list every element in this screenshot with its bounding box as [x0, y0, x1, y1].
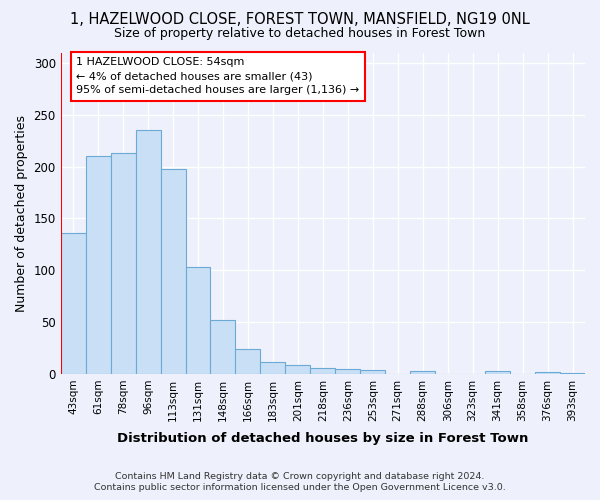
- Bar: [360, 370, 385, 374]
- Bar: [485, 371, 510, 374]
- Bar: [86, 156, 110, 374]
- Bar: [61, 233, 86, 374]
- Bar: [310, 368, 335, 374]
- Bar: [535, 372, 560, 374]
- Bar: [161, 168, 185, 374]
- Bar: [235, 349, 260, 374]
- Bar: [410, 371, 435, 374]
- Bar: [286, 364, 310, 374]
- Text: 1, HAZELWOOD CLOSE, FOREST TOWN, MANSFIELD, NG19 0NL: 1, HAZELWOOD CLOSE, FOREST TOWN, MANSFIE…: [70, 12, 530, 28]
- Text: 1 HAZELWOOD CLOSE: 54sqm
← 4% of detached houses are smaller (43)
95% of semi-de: 1 HAZELWOOD CLOSE: 54sqm ← 4% of detache…: [76, 58, 359, 96]
- Bar: [335, 368, 360, 374]
- Bar: [110, 153, 136, 374]
- Bar: [560, 373, 585, 374]
- X-axis label: Distribution of detached houses by size in Forest Town: Distribution of detached houses by size …: [117, 432, 529, 445]
- Bar: [136, 130, 161, 374]
- Bar: [185, 267, 211, 374]
- Bar: [211, 320, 235, 374]
- Bar: [260, 362, 286, 374]
- Text: Size of property relative to detached houses in Forest Town: Size of property relative to detached ho…: [115, 28, 485, 40]
- Y-axis label: Number of detached properties: Number of detached properties: [15, 114, 28, 312]
- Text: Contains HM Land Registry data © Crown copyright and database right 2024.
Contai: Contains HM Land Registry data © Crown c…: [94, 472, 506, 492]
